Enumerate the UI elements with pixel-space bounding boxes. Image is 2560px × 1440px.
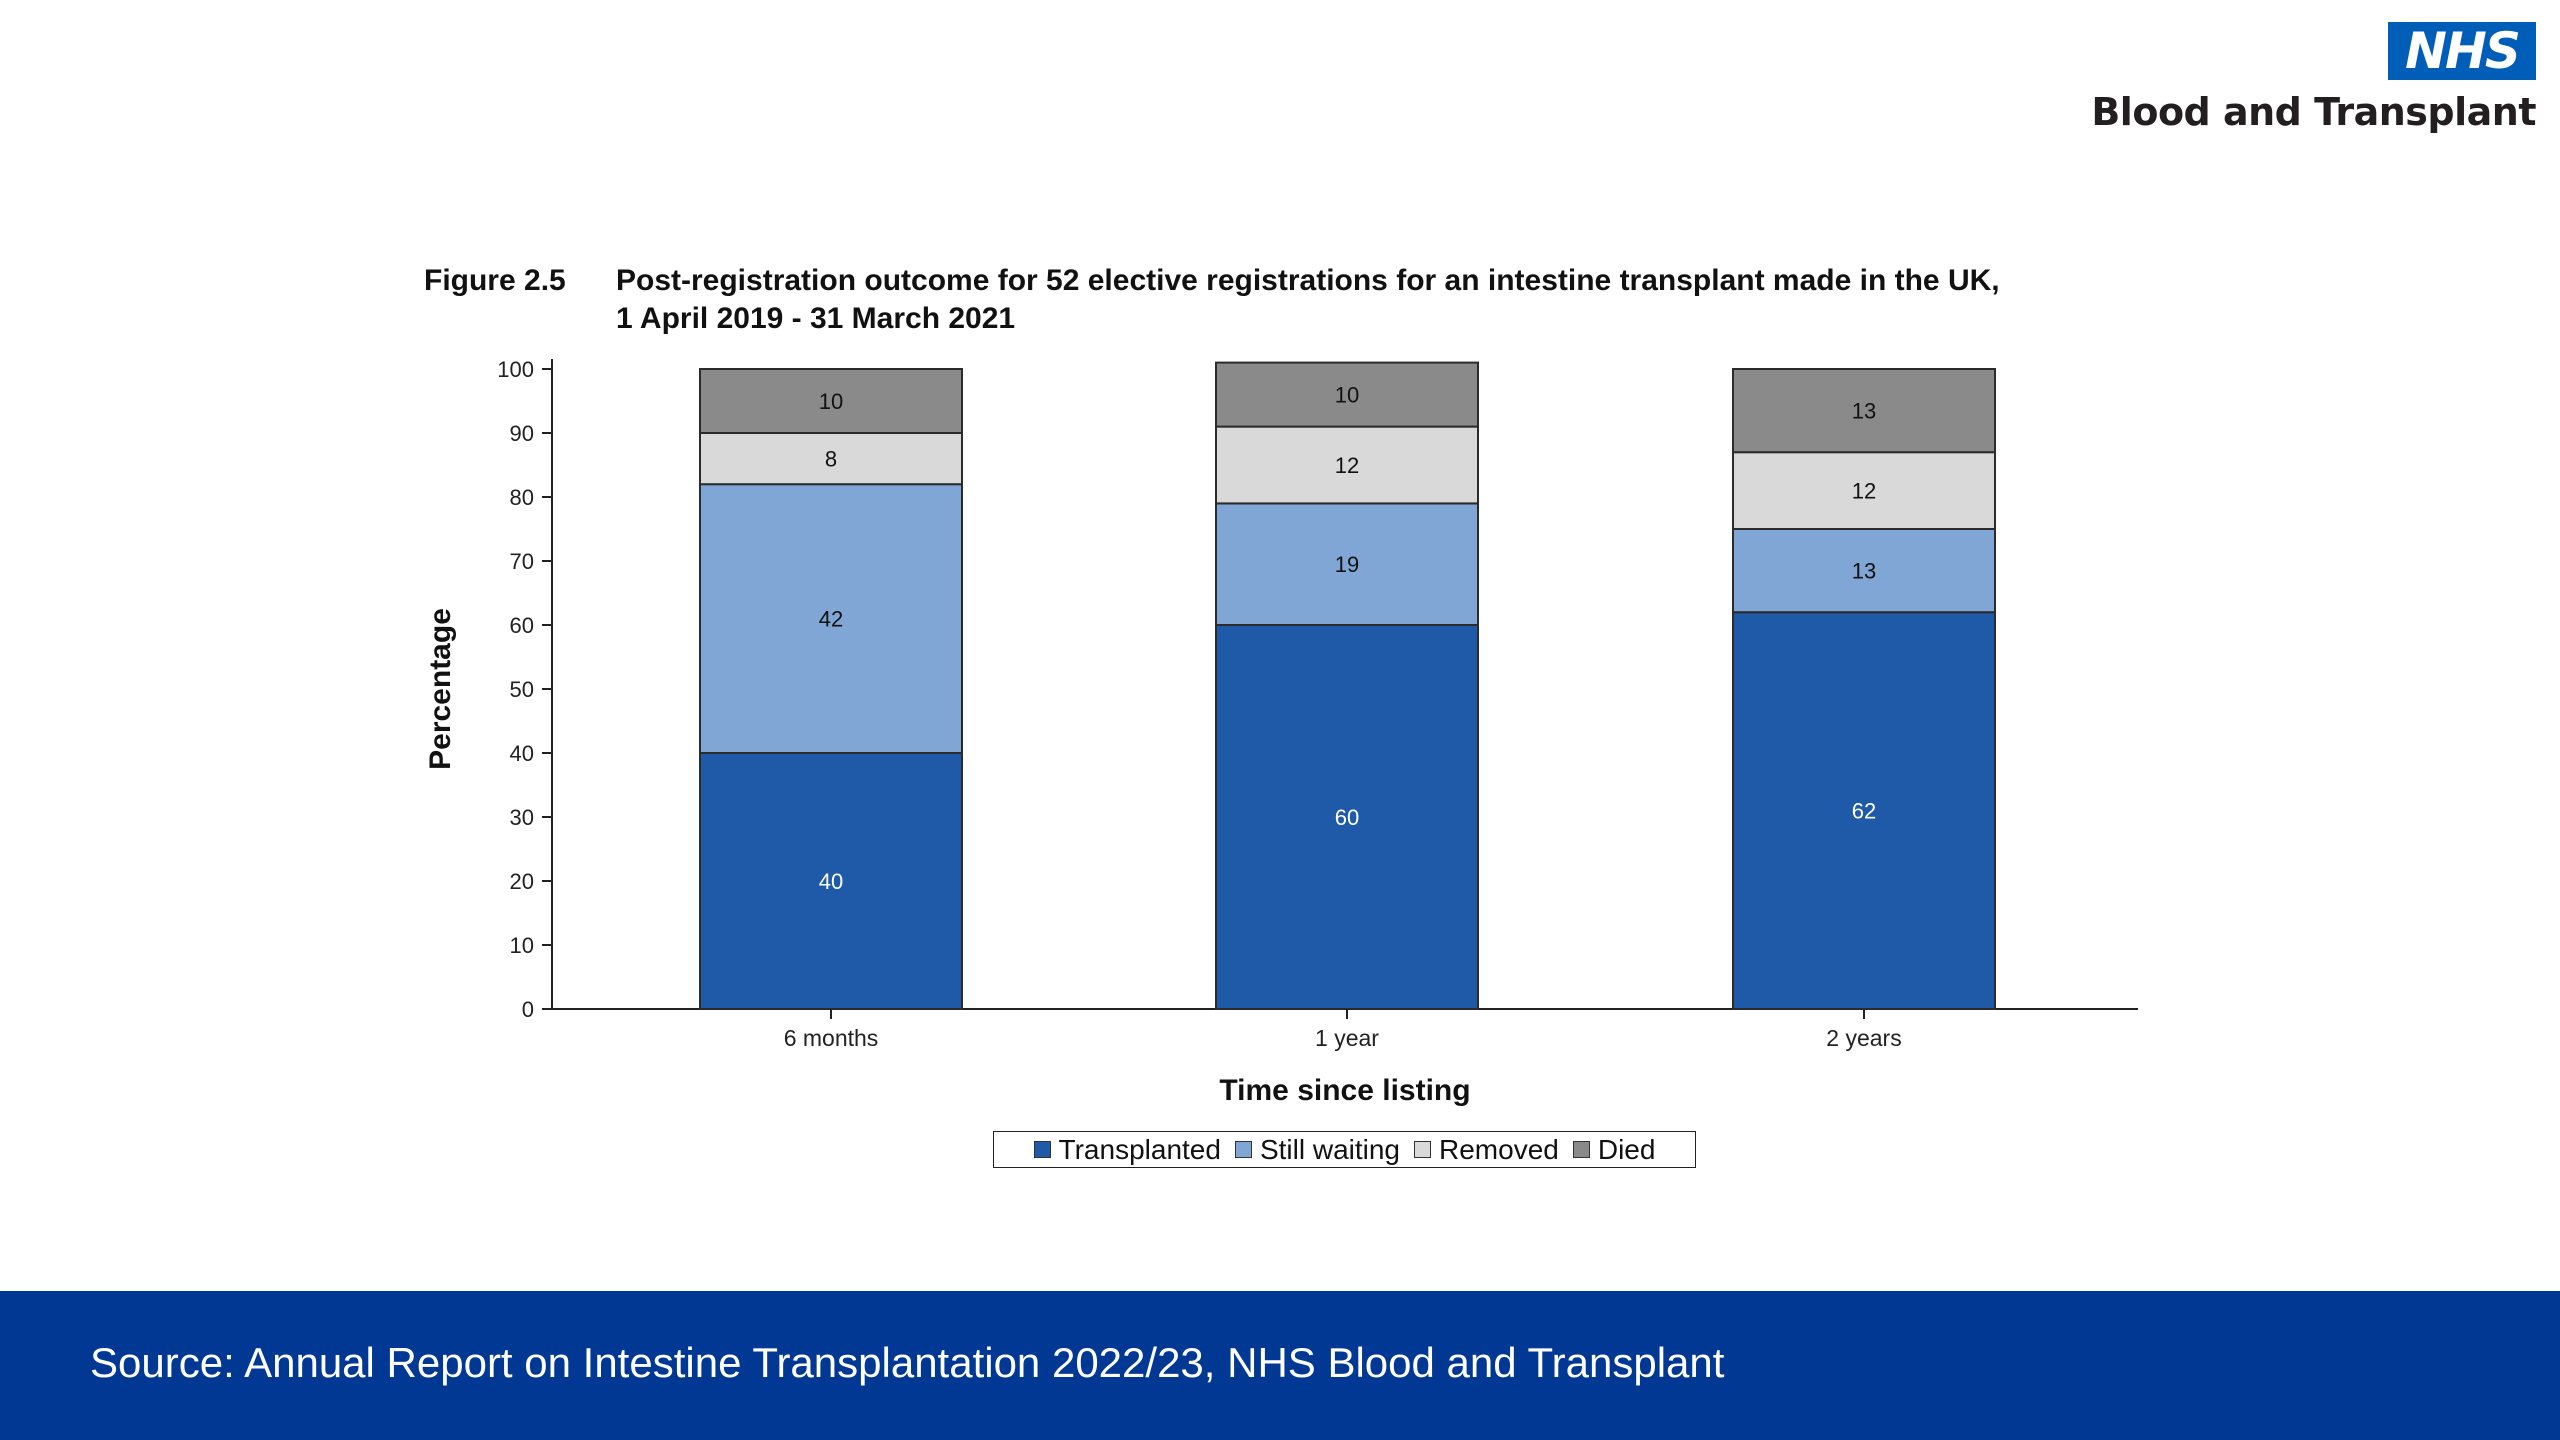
bar-value-label: 19	[1335, 552, 1359, 577]
bar-value-label: 10	[1335, 383, 1359, 408]
bar-value-label: 40	[819, 869, 843, 894]
y-tick-label: 80	[510, 485, 534, 510]
bar-segment	[1732, 611, 1996, 1010]
figure-title-text: Post-registration outcome for 52 electiv…	[616, 264, 2000, 335]
legend-swatch	[1572, 1141, 1590, 1158]
y-axis-title: Percentage	[424, 608, 457, 770]
nhs-logo-mark: NHS	[2388, 22, 2536, 80]
nhsbt-logo: NHS Blood and Transplant	[2091, 22, 2536, 142]
y-tick-label: 30	[510, 805, 534, 830]
x-tick-label: 2 years	[1826, 1025, 1901, 1051]
bar-segment	[1215, 502, 1479, 626]
y-tick-label: 90	[510, 421, 534, 446]
legend-label: Died	[1597, 1133, 1656, 1165]
legend-swatch	[1234, 1141, 1252, 1158]
legend-swatch	[1033, 1141, 1051, 1158]
y-tick-label: 70	[510, 549, 534, 574]
bar-value-label: 13	[1852, 559, 1876, 584]
y-tick-label: 0	[522, 997, 534, 1022]
bar-value-label: 12	[1852, 479, 1876, 504]
x-tick-label: 1 year	[1315, 1025, 1379, 1051]
bar-segment	[1732, 451, 1996, 531]
bar-value-label: 13	[1852, 399, 1876, 424]
bar-value-label: 10	[819, 389, 843, 414]
bar-segment	[699, 368, 963, 434]
bar-segment	[699, 752, 963, 1010]
y-tick-label: 50	[510, 677, 534, 702]
y-tick-label: 10	[510, 933, 534, 958]
bar-value-label: 42	[819, 607, 843, 632]
legend-item: Removed	[1414, 1134, 1559, 1166]
y-tick-label: 20	[510, 869, 534, 894]
bar-segment	[1732, 528, 1996, 614]
bar-segment	[1215, 361, 1479, 428]
legend-item: Still waiting	[1234, 1133, 1401, 1166]
x-axis-title: Time since listing	[1219, 1074, 1470, 1107]
figure-number: Figure 2.5	[424, 264, 566, 297]
source-text: Source: Annual Report on Intestine Trans…	[90, 1339, 1725, 1386]
bar-segment	[1732, 368, 1996, 454]
bar-value-label: 12	[1335, 453, 1359, 478]
bar-value-label: 60	[1335, 805, 1359, 830]
chart-legend: Transplanted Still waiting Removed Died	[993, 1131, 1696, 1168]
legend-label: Removed	[1439, 1133, 1559, 1165]
bar-segment	[1215, 425, 1479, 505]
y-tick-label: 100	[497, 357, 534, 382]
legend-item: Died	[1572, 1133, 1656, 1166]
y-tick-label: 40	[510, 741, 534, 766]
source-footer: Source: Annual Report on Intestine Trans…	[0, 1291, 2560, 1440]
bar-segment	[1215, 624, 1479, 1010]
bar-segment	[699, 483, 963, 754]
organisation-name: Blood and Transplant	[2091, 90, 2536, 134]
bar-segment	[699, 432, 963, 486]
legend-item: Transplanted	[1033, 1133, 1221, 1166]
bar-value-label: 8	[825, 447, 837, 472]
legend-swatch	[1414, 1141, 1432, 1158]
x-tick-label: 6 months	[784, 1025, 879, 1051]
legend-label: Still waiting	[1259, 1133, 1401, 1165]
y-tick-label: 60	[510, 613, 534, 638]
bar-value-label: 62	[1852, 799, 1876, 824]
legend-label: Transplanted	[1058, 1133, 1221, 1165]
